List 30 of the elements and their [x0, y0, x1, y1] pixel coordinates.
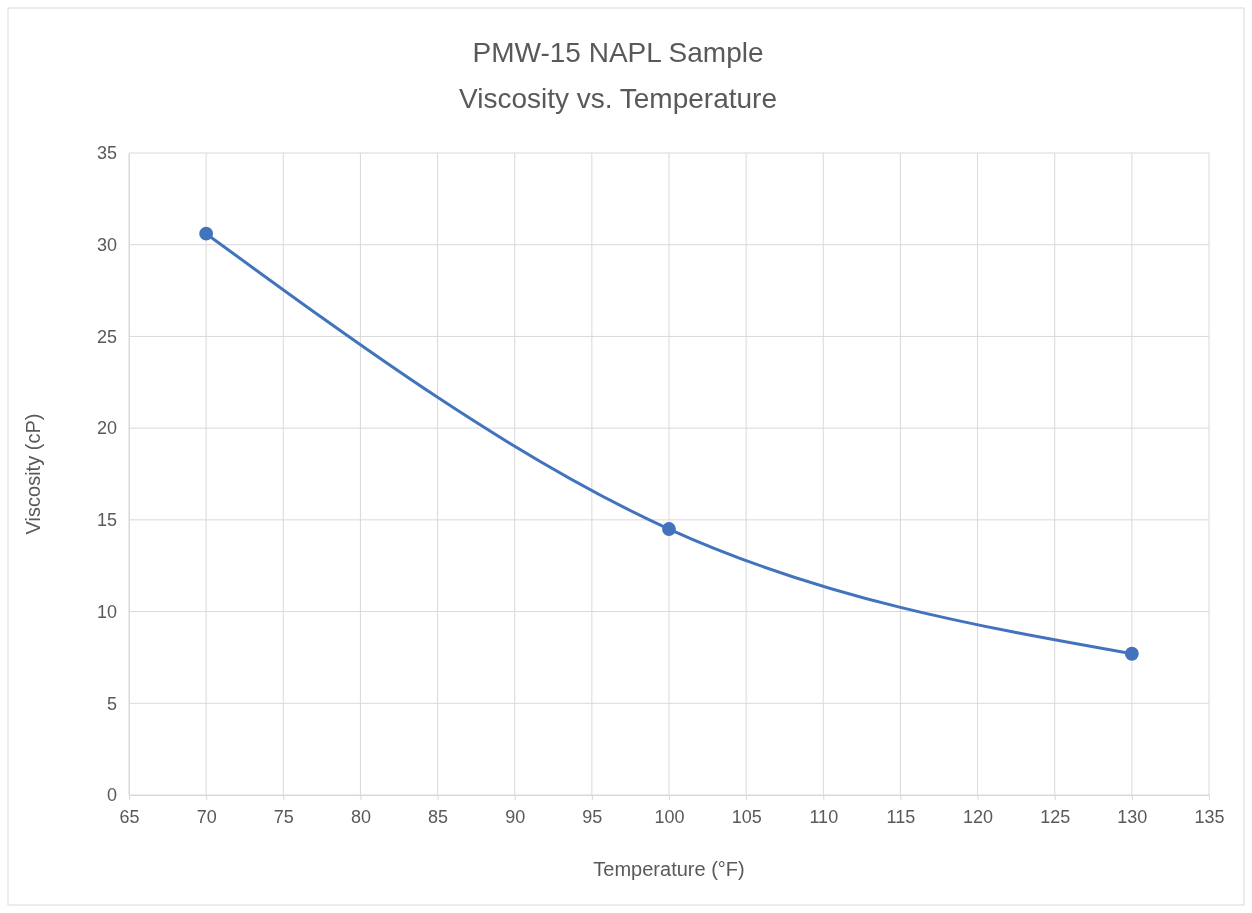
x-tick-label: 70 — [196, 806, 217, 827]
y-tick-label: 35 — [96, 143, 117, 164]
y-axis-title: Viscosity (cP) — [22, 413, 44, 535]
x-tick-label: 85 — [428, 806, 449, 827]
x-tick-label: 90 — [505, 806, 526, 827]
point — [662, 522, 676, 536]
x-tick-label: 95 — [582, 806, 603, 827]
x-tick-label: 130 — [1117, 806, 1148, 827]
y-tick-label: 25 — [96, 326, 117, 347]
x-tick-label: 115 — [886, 806, 916, 827]
x-tick-label: 100 — [654, 806, 685, 827]
x-tick-label: 110 — [809, 806, 839, 827]
y-tick-label: 30 — [96, 234, 117, 255]
x-tick-label: 80 — [350, 806, 371, 827]
x-axis-title: Temperature (°F) — [593, 858, 745, 880]
y-tick-label: 5 — [106, 693, 117, 714]
x-tick-label: 105 — [731, 806, 762, 827]
chart-title: PMW-15 NAPL Sample — [472, 37, 764, 68]
x-tick-label: 125 — [1040, 806, 1071, 827]
chart-subtitle: Viscosity vs. Temperature — [459, 83, 777, 114]
y-tick-label: 20 — [96, 418, 117, 439]
point — [199, 226, 214, 241]
x-tick-label: 65 — [119, 806, 140, 827]
x-tick-label: 75 — [273, 806, 294, 827]
y-tick-label: 15 — [96, 510, 117, 531]
y-tick-label: 0 — [106, 785, 117, 806]
point — [1124, 646, 1139, 661]
x-tick-label: 120 — [963, 806, 994, 827]
x-tick-label: 135 — [1194, 806, 1225, 827]
y-tick-label: 10 — [96, 601, 117, 622]
